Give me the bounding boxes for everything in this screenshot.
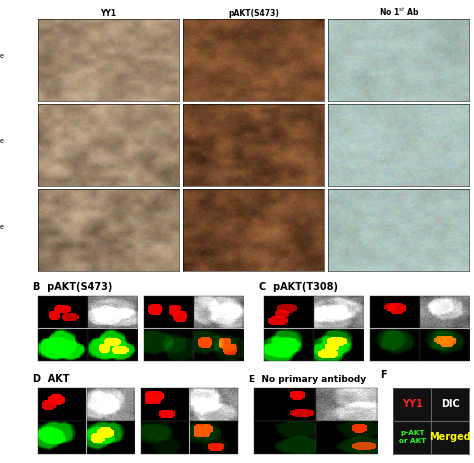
Text: B  pAKT(S473): B pAKT(S473)	[33, 282, 112, 292]
Text: No Dox: No Dox	[273, 332, 304, 342]
Text: + Dox: + Dox	[156, 332, 182, 342]
Text: DIC: DIC	[441, 399, 460, 409]
Text: F: F	[380, 370, 386, 380]
Text: No Dox: No Dox	[46, 425, 77, 434]
Title: YY1: YY1	[100, 9, 117, 18]
Title: No 1$^{st}$ Ab: No 1$^{st}$ Ab	[379, 6, 419, 18]
Text: Merged: Merged	[429, 432, 471, 442]
Text: E  No primary antibody: E No primary antibody	[249, 375, 366, 384]
Text: D  AKT: D AKT	[33, 374, 70, 384]
Text: C  pAKT(T308): C pAKT(T308)	[259, 282, 338, 292]
Y-axis label: Sample
3C7: Sample 3C7	[0, 138, 5, 151]
Text: p-AKT
or AKT: p-AKT or AKT	[399, 430, 426, 444]
Text: No Dox: No Dox	[47, 332, 78, 342]
Text: YY1: YY1	[402, 399, 423, 409]
Text: + Dox: + Dox	[152, 425, 178, 434]
Y-axis label: Sample
2C3: Sample 2C3	[0, 53, 5, 66]
Text: + Dox: + Dox	[382, 332, 407, 342]
Y-axis label: Sample
3C6: Sample 3C6	[0, 224, 5, 237]
Title: pAKT(S473): pAKT(S473)	[228, 9, 279, 18]
